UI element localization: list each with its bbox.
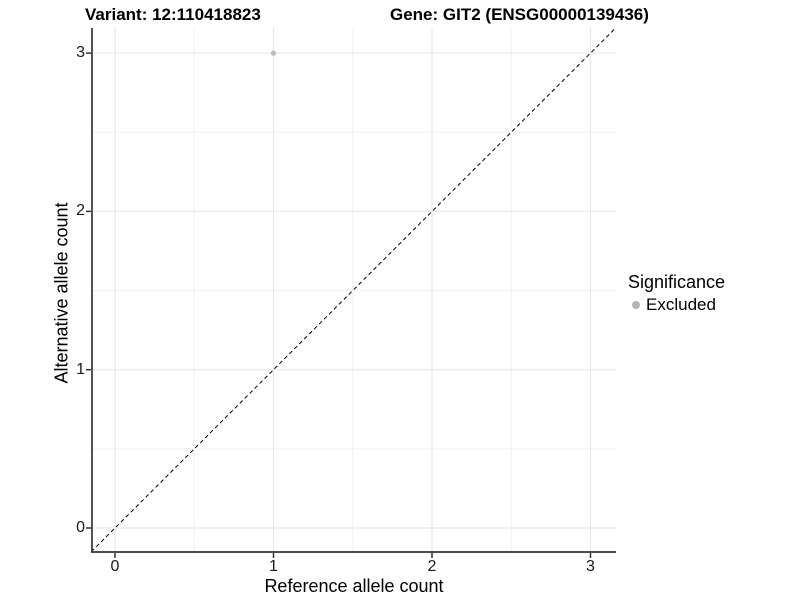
legend-item-label: Excluded	[646, 295, 716, 314]
plot-title-gene: Gene: GIT2 (ENSG00000139436)	[390, 5, 649, 24]
plot-title-variant: Variant: 12:110418823	[85, 5, 261, 24]
x-tick-label: 3	[586, 558, 595, 575]
x-axis-title: Reference allele count	[264, 576, 444, 596]
legend-point-icon	[632, 301, 640, 309]
y-tick-label: 1	[76, 360, 85, 378]
identity-line	[92, 28, 616, 552]
legend-title: Significance	[628, 272, 726, 292]
y-axis-title: Alternative allele count	[51, 202, 72, 384]
x-tick-label: 1	[269, 558, 278, 575]
y-tick-label: 0	[76, 519, 85, 536]
x-tick-label: 2	[427, 558, 437, 575]
x-tick-label: 0	[110, 558, 120, 575]
legend-item-excluded: Excluded	[628, 294, 725, 316]
y-tick-label: 2	[76, 202, 85, 220]
data-point	[270, 50, 277, 56]
legend: Significance Excluded	[628, 271, 725, 316]
y-tick-label: 3	[76, 44, 85, 62]
